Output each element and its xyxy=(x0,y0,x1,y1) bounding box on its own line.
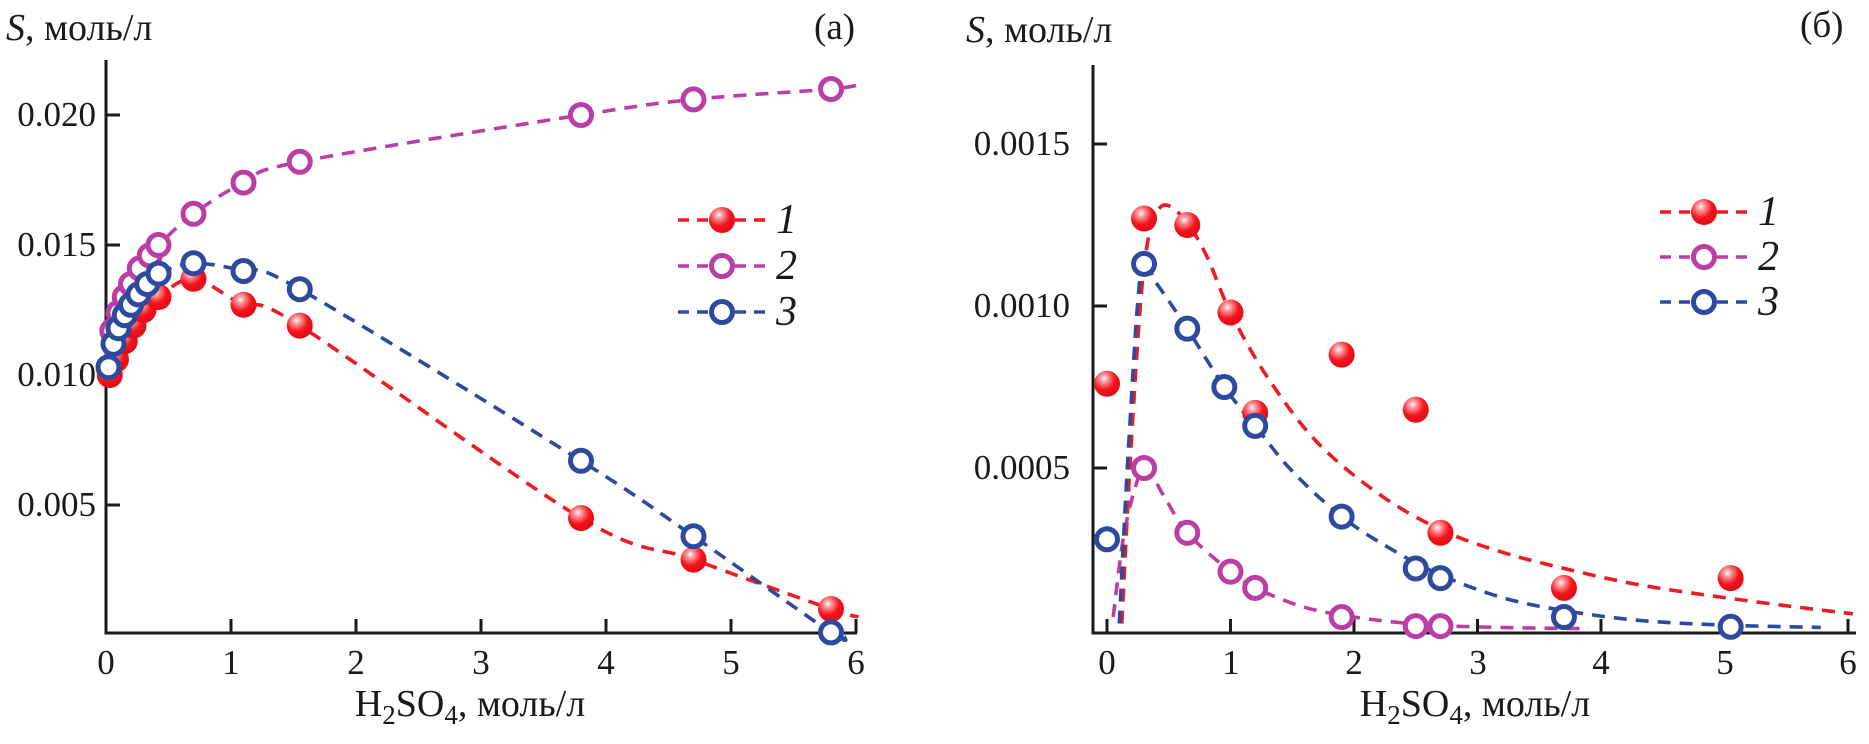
panel-a-x-axis-title: H2SO4, моль/л xyxy=(354,683,586,730)
panel-b-x-tick-label: 0 xyxy=(1098,643,1116,682)
panel-a-legend-label-2: 2 xyxy=(776,243,797,289)
panel-a-y-tick-label: 0.015 xyxy=(17,225,96,264)
panel-a-y-tick-label: 0.005 xyxy=(17,485,96,524)
panel-a-x-tick-label: 2 xyxy=(347,643,365,682)
panel-b-y-tick-label: 0.0005 xyxy=(973,448,1070,487)
panel-b-tag: (б) xyxy=(1800,5,1844,46)
y-axis-variable: S xyxy=(6,7,25,49)
y-axis-variable: S xyxy=(966,9,985,51)
panel-b-x-tick-label: 1 xyxy=(1222,643,1240,682)
panel-a-x-tick-label: 6 xyxy=(847,643,865,682)
panel-b-x-tick-label: 4 xyxy=(1592,643,1610,682)
panel-a-tag: (а) xyxy=(814,7,856,48)
y-axis-units: , моль/л xyxy=(25,7,153,49)
panel-b-y-axis-title: S, моль/л xyxy=(966,8,1112,52)
panel-b-legend-label-1: 1 xyxy=(1758,189,1779,235)
panel-b-x-tick-label: 2 xyxy=(1345,643,1363,682)
y-axis-units: , моль/л xyxy=(985,9,1113,51)
panel-b-x-tick-label: 3 xyxy=(1469,643,1487,682)
panel-a-y-axis-title: S, моль/л xyxy=(6,6,152,50)
panel-b-y-tick-label: 0.0015 xyxy=(973,124,1070,163)
panel-a-legend-label-3: 3 xyxy=(776,289,797,335)
panel-b-legend-label-3: 3 xyxy=(1758,279,1779,325)
panel-b-x-axis-title: H2SO4, моль/л xyxy=(1359,683,1591,730)
panel-b-y-tick-label: 0.0010 xyxy=(973,286,1070,325)
panel-a-x-tick-label: 4 xyxy=(597,643,615,682)
panel-a-y-tick-label: 0.010 xyxy=(17,355,96,394)
panel-a-x-tick-label: 1 xyxy=(222,643,240,682)
panel-b-x-tick-label: 5 xyxy=(1716,643,1734,682)
panel-a-y-tick-label: 0.020 xyxy=(17,95,96,134)
panel-a-legend-label-1: 1 xyxy=(776,197,797,243)
panel-a-x-tick-label: 3 xyxy=(472,643,490,682)
panel-b-x-tick-label: 6 xyxy=(1839,643,1857,682)
panel-b-legend-label-2: 2 xyxy=(1758,234,1779,280)
panel-a-x-tick-label: 0 xyxy=(97,643,115,682)
panel-a-x-tick-label: 5 xyxy=(722,643,740,682)
